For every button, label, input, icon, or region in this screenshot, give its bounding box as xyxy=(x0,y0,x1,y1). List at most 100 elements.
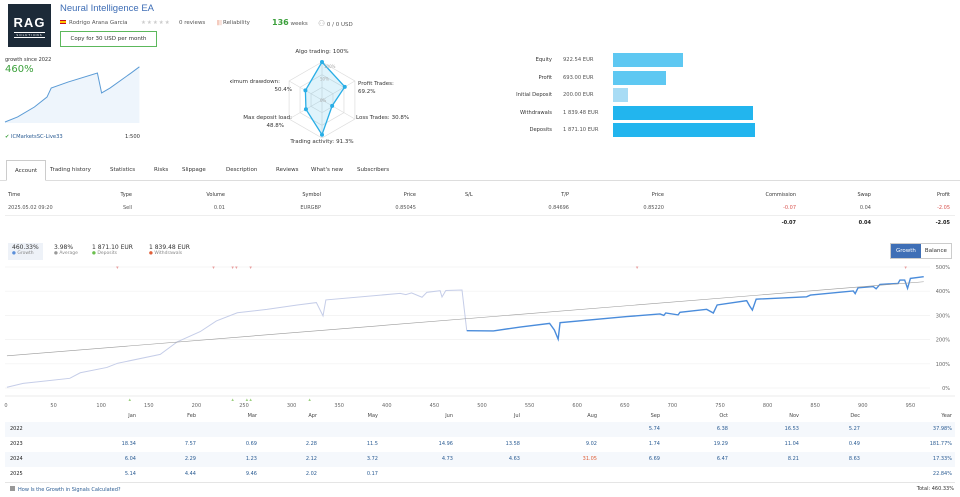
x-tick-label: 300 xyxy=(287,403,297,409)
bar-label-equity: Equity xyxy=(535,57,552,63)
trend-line xyxy=(6,281,924,357)
radar-point xyxy=(330,103,335,108)
x-tick-label: 450 xyxy=(430,403,440,409)
radar-label-name: Algo trading: xyxy=(295,49,331,55)
withdrawal-marker-icon[interactable]: ▾ xyxy=(116,265,119,271)
balance-bar xyxy=(613,123,755,137)
month-value: 2.28 xyxy=(305,441,317,447)
bar-label-withdrawals: Withdrawals xyxy=(520,109,552,116)
month-value: 11.5 xyxy=(366,441,378,447)
stat-label: ● Withdrawals xyxy=(149,251,183,256)
monthly-row: 2023 18.34 7.57 0.69 2.28 11.5 14.96 13.58 9.02 1… xyxy=(5,437,955,452)
total-profit: -2.05 xyxy=(935,220,950,226)
withdrawal-marker-icon[interactable]: ▾ xyxy=(249,265,252,271)
tab-statistics[interactable]: Statistics xyxy=(110,167,136,173)
tab-account[interactable]: Account xyxy=(6,160,47,181)
radar-label-value: 91.3% xyxy=(336,139,353,145)
radar-axis xyxy=(321,99,356,120)
tab-trading-history[interactable]: Trading history xyxy=(50,167,91,173)
year-total: 22.84% xyxy=(932,471,952,477)
withdrawal-marker-icon[interactable]: ▾ xyxy=(231,265,234,271)
balance-bar xyxy=(613,88,629,102)
year-label: 2022 xyxy=(10,426,23,432)
radar-point xyxy=(320,132,324,137)
reviews-link[interactable]: 0 reviews xyxy=(179,20,206,26)
growth-line xyxy=(466,275,924,342)
x-tick-label: 100 xyxy=(96,403,106,409)
column-header-profit: Profit xyxy=(936,192,950,198)
tab-slippage[interactable]: Slippage xyxy=(182,167,206,173)
tab-what-s-new[interactable]: What's new xyxy=(311,167,343,173)
signal-title[interactable]: Neural Intelligence EA xyxy=(60,3,154,14)
radar-label: Algo trading: 100% xyxy=(295,49,348,55)
month-value: 6.04 xyxy=(124,456,136,462)
deposit-marker-icon[interactable]: ▴ xyxy=(308,397,311,403)
tab-risks[interactable]: Risks xyxy=(154,167,169,173)
balance-bar xyxy=(613,53,683,67)
column-header-type: Type xyxy=(120,192,132,198)
radar-label: Maximum drawdown: 50.4% xyxy=(230,79,292,93)
stat-value: 460.33% xyxy=(12,244,39,251)
table-cell: 0.04 xyxy=(859,205,871,211)
tab-reviews[interactable]: Reviews xyxy=(276,167,299,173)
growth-sparkline xyxy=(4,66,140,123)
year-total: 37.98% xyxy=(932,426,952,432)
year-total: 17.33% xyxy=(932,456,952,462)
deposit-marker-icon[interactable]: ▴ xyxy=(129,397,132,403)
total-commission: -0.07 xyxy=(781,220,796,226)
month-header: Mar xyxy=(247,413,257,419)
help-icon xyxy=(10,486,15,491)
broker[interactable]: ✔ ICMarketsSC-Live33 xyxy=(5,134,63,140)
x-tick-label: 850 xyxy=(810,403,820,409)
growth-toggle-button[interactable]: Growth xyxy=(891,244,921,258)
withdrawal-marker-icon[interactable]: ▾ xyxy=(212,265,215,271)
month-value: 18.34 xyxy=(121,441,136,447)
balance-toggle-button[interactable]: Balance xyxy=(924,248,947,254)
month-value: 14.96 xyxy=(438,441,453,447)
month-header: Apr xyxy=(308,413,317,419)
radar-point xyxy=(320,60,324,64)
monthly-row: 2022 5.74 6.38 16.53 5.27 37.98% xyxy=(5,422,955,437)
growth-calculation-link[interactable]: How Is the Growth in Signals Calculated? xyxy=(10,486,121,493)
total-swap: 0.04 xyxy=(858,220,871,226)
month-value: 13.58 xyxy=(505,441,520,447)
reliability: ||||| Reliability xyxy=(217,20,250,26)
x-tick-label: 250 xyxy=(239,403,249,409)
x-tick-label: 200 xyxy=(192,403,202,409)
column-header-price: Price xyxy=(403,192,416,198)
legend-dot-icon: ● xyxy=(54,251,58,256)
bar-value: 693.00 EUR xyxy=(563,74,594,81)
tab-description[interactable]: Description xyxy=(226,167,258,173)
deposit-marker-icon[interactable]: ▴ xyxy=(231,397,234,403)
bar-label-initial-deposit: Initial Deposit xyxy=(516,92,552,98)
month-value: 6.38 xyxy=(716,426,728,432)
withdrawal-marker-icon[interactable]: ▾ xyxy=(636,265,639,271)
table-cell: EURGBP xyxy=(300,205,321,211)
weeks: 136 weeks xyxy=(272,18,308,27)
withdrawal-marker-icon[interactable]: ▾ xyxy=(235,265,238,271)
column-header-price: Price xyxy=(651,192,664,198)
x-tick-label: 350 xyxy=(334,403,344,409)
deposit-marker-icon[interactable]: ▴ xyxy=(249,397,252,403)
month-value: 31.05 xyxy=(582,456,597,462)
table-divider xyxy=(5,482,955,483)
month-value: 5.14 xyxy=(124,471,136,477)
y-tick-label: 400% xyxy=(936,289,951,295)
deposit-marker-icon[interactable]: ▴ xyxy=(246,397,249,403)
radar-label: Loss Trades: 30.8% xyxy=(356,115,409,121)
month-header: Sep xyxy=(650,413,660,419)
year-label: 2024 xyxy=(10,456,23,462)
radar-grid-label: 100% xyxy=(324,64,336,69)
stat-average: 3.98% ● Average xyxy=(50,243,82,260)
withdrawal-marker-icon[interactable]: ▾ xyxy=(904,265,907,271)
month-value: 9.02 xyxy=(585,441,597,447)
flag-icon xyxy=(60,20,66,24)
copy-signal-button[interactable]: Copy for 30 USD per month xyxy=(60,31,157,47)
x-tick-label: 150 xyxy=(144,403,154,409)
bar-label-profit: Profit xyxy=(538,74,552,81)
y-tick-label: 300% xyxy=(936,313,951,319)
author[interactable]: Rodrigo Arana Garcia xyxy=(60,20,128,26)
column-header-commission: Commission xyxy=(765,192,796,198)
tab-subscribers[interactable]: Subscribers xyxy=(357,167,390,173)
month-value: 0.69 xyxy=(245,441,257,447)
